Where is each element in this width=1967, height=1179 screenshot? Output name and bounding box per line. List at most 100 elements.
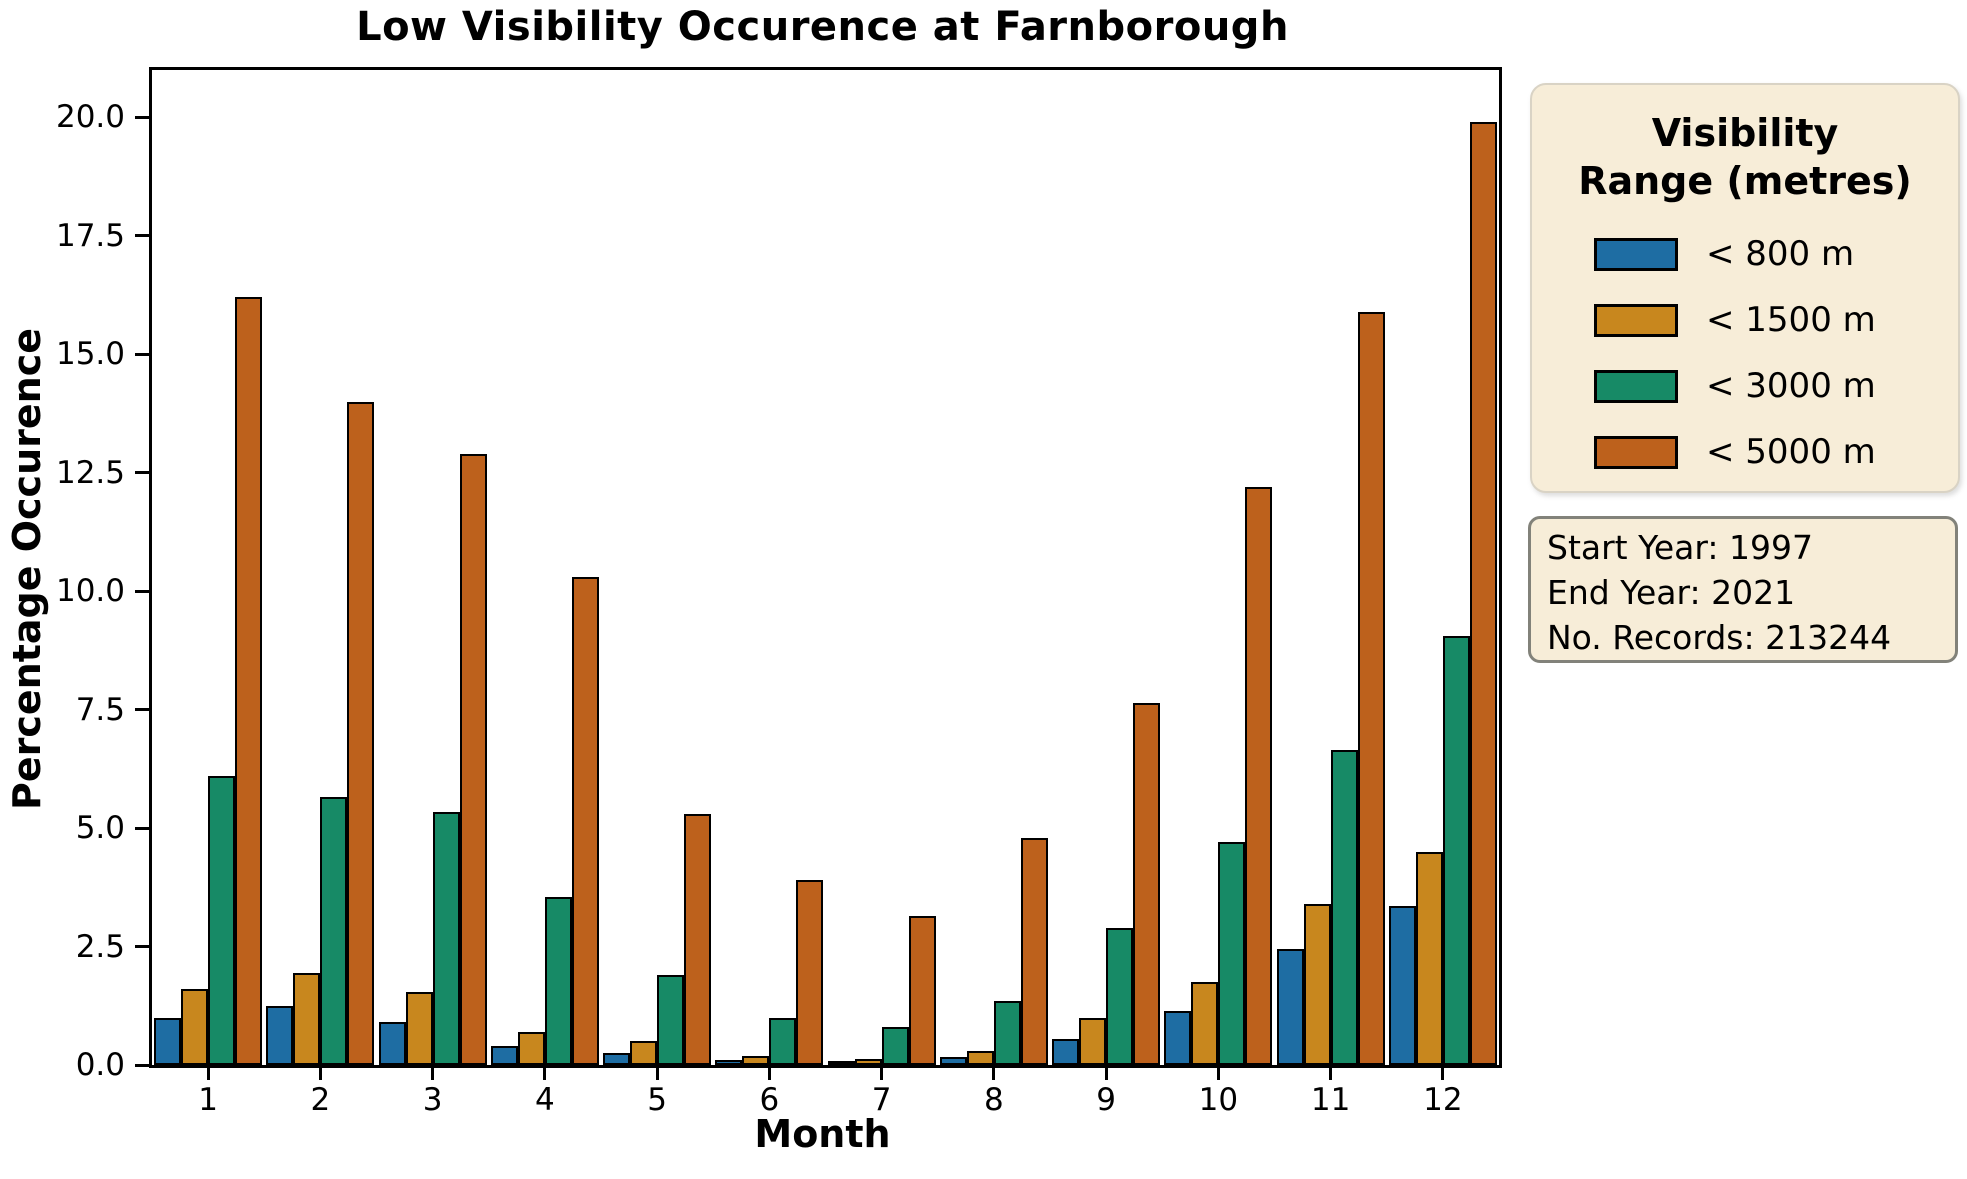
bar-5000m-month-11: [1357, 311, 1385, 1065]
bar-800m-month-8: [939, 1056, 967, 1065]
bar-800m-month-4: [490, 1046, 518, 1065]
legend-item: < 3000 m: [1532, 353, 1958, 419]
y-tick-label: 10.0: [55, 573, 125, 610]
x-tick-label: 12: [1423, 1082, 1463, 1118]
bar-800m-month-6: [715, 1060, 743, 1065]
y-tick-label: 20.0: [55, 99, 125, 136]
legend-item: < 5000 m: [1532, 419, 1958, 485]
bar-5000m-month-2: [347, 401, 375, 1065]
x-tick-label: 9: [1096, 1082, 1116, 1118]
y-tick-mark: [135, 589, 152, 593]
bar-1500m-month-4: [517, 1031, 545, 1065]
bar-800m-month-3: [378, 1022, 406, 1065]
legend-swatch-icon: [1594, 369, 1678, 403]
bar-800m-month-7: [827, 1061, 855, 1065]
x-tick-mark: [431, 1065, 435, 1080]
chart-title: Low Visibility Occurence at Farnborough: [356, 4, 1289, 50]
bar-1500m-month-9: [1079, 1017, 1107, 1065]
x-tick-label: 10: [1198, 1082, 1239, 1118]
y-tick-mark: [135, 708, 152, 712]
info-line: No. Records: 213244: [1547, 618, 1892, 657]
x-tick-label: 8: [984, 1082, 1004, 1118]
x-tick-mark: [1104, 1065, 1108, 1080]
bar-1500m-month-2: [293, 972, 321, 1065]
x-tick-mark: [880, 1065, 884, 1080]
bar-800m-month-2: [266, 1005, 294, 1065]
bar-800m-month-12: [1388, 906, 1416, 1065]
bar-1500m-month-3: [405, 991, 433, 1065]
y-tick-label: 12.5: [55, 454, 125, 491]
info-line: End Year: 2021: [1547, 573, 1796, 612]
x-tick-mark: [318, 1065, 322, 1080]
legend-item-label: < 5000 m: [1706, 432, 1876, 472]
y-tick-label: 0.0: [75, 1047, 125, 1083]
legend: Visibility Range (metres) < 800 m < 1500 …: [1530, 83, 1960, 493]
x-tick-mark: [1441, 1065, 1445, 1080]
bar-3000m-month-4: [544, 896, 572, 1065]
bar-3000m-month-10: [1218, 842, 1246, 1065]
legend-title-line-1: Visibility: [1651, 111, 1839, 155]
legend-item: < 800 m: [1532, 221, 1958, 287]
legend-swatch-icon: [1594, 303, 1678, 337]
legend-item-label: < 1500 m: [1706, 300, 1876, 340]
x-tick-mark: [1216, 1065, 1220, 1080]
y-tick-mark: [135, 471, 152, 475]
bar-1500m-month-6: [742, 1055, 770, 1065]
y-tick-label: 15.0: [55, 336, 125, 373]
y-tick-label: 17.5: [55, 217, 125, 254]
x-tick-mark: [992, 1065, 996, 1080]
bar-1500m-month-7: [854, 1059, 882, 1065]
legend-item-label: < 3000 m: [1706, 366, 1876, 406]
bar-800m-month-9: [1052, 1038, 1080, 1065]
bar-1500m-month-5: [630, 1041, 658, 1065]
x-tick-label: 5: [647, 1082, 667, 1118]
bar-5000m-month-10: [1245, 486, 1273, 1065]
bar-3000m-month-3: [432, 811, 460, 1065]
bar-3000m-month-12: [1442, 636, 1470, 1065]
x-tick-mark: [655, 1065, 659, 1080]
bar-3000m-month-6: [769, 1017, 797, 1065]
y-tick-mark: [135, 234, 152, 238]
y-axis-label: Percentage Occurence: [5, 328, 49, 810]
y-tick-mark: [135, 945, 152, 949]
legend-swatch-icon: [1594, 435, 1678, 469]
y-tick-label: 2.5: [75, 928, 125, 965]
x-tick-label: 7: [871, 1082, 892, 1118]
y-tick-label: 5.0: [75, 810, 125, 847]
bar-5000m-month-3: [459, 453, 487, 1065]
legend-item: < 1500 m: [1532, 287, 1958, 353]
x-tick-label: 2: [310, 1082, 331, 1118]
y-tick-mark: [135, 352, 152, 356]
bar-5000m-month-6: [796, 880, 824, 1065]
bar-3000m-month-5: [657, 974, 685, 1065]
x-tick-mark: [543, 1065, 547, 1080]
x-tick-label: 4: [535, 1082, 555, 1118]
legend-title-line-2: Range (metres): [1578, 159, 1912, 203]
y-tick-mark: [135, 1063, 152, 1067]
x-axis-label: Month: [754, 1112, 891, 1156]
bar-3000m-month-9: [1106, 927, 1134, 1065]
bar-3000m-month-2: [320, 797, 348, 1065]
x-tick-label: 3: [422, 1082, 443, 1118]
bar-5000m-month-4: [571, 576, 599, 1065]
bar-1500m-month-10: [1191, 982, 1219, 1065]
x-tick-label: 6: [759, 1082, 780, 1118]
x-tick-mark: [767, 1065, 771, 1080]
bar-1500m-month-11: [1303, 903, 1331, 1065]
bar-1500m-month-12: [1415, 851, 1443, 1065]
bar-5000m-month-12: [1469, 122, 1497, 1065]
bar-3000m-month-7: [881, 1027, 909, 1065]
legend-swatch-icon: [1594, 237, 1678, 271]
bar-3000m-month-1: [208, 775, 236, 1065]
bar-1500m-month-8: [966, 1050, 994, 1065]
x-tick-mark: [1329, 1065, 1333, 1080]
legend-title: Visibility Range (metres): [1532, 109, 1958, 205]
bar-5000m-month-8: [1020, 837, 1048, 1065]
x-tick-label: 11: [1310, 1082, 1351, 1118]
bar-3000m-month-8: [993, 1001, 1021, 1065]
bar-800m-month-1: [154, 1017, 182, 1065]
bar-800m-month-5: [603, 1053, 631, 1065]
bar-1500m-month-1: [181, 989, 209, 1065]
legend-items: < 800 m < 1500 m < 3000 m < 5000 m: [1532, 221, 1958, 485]
